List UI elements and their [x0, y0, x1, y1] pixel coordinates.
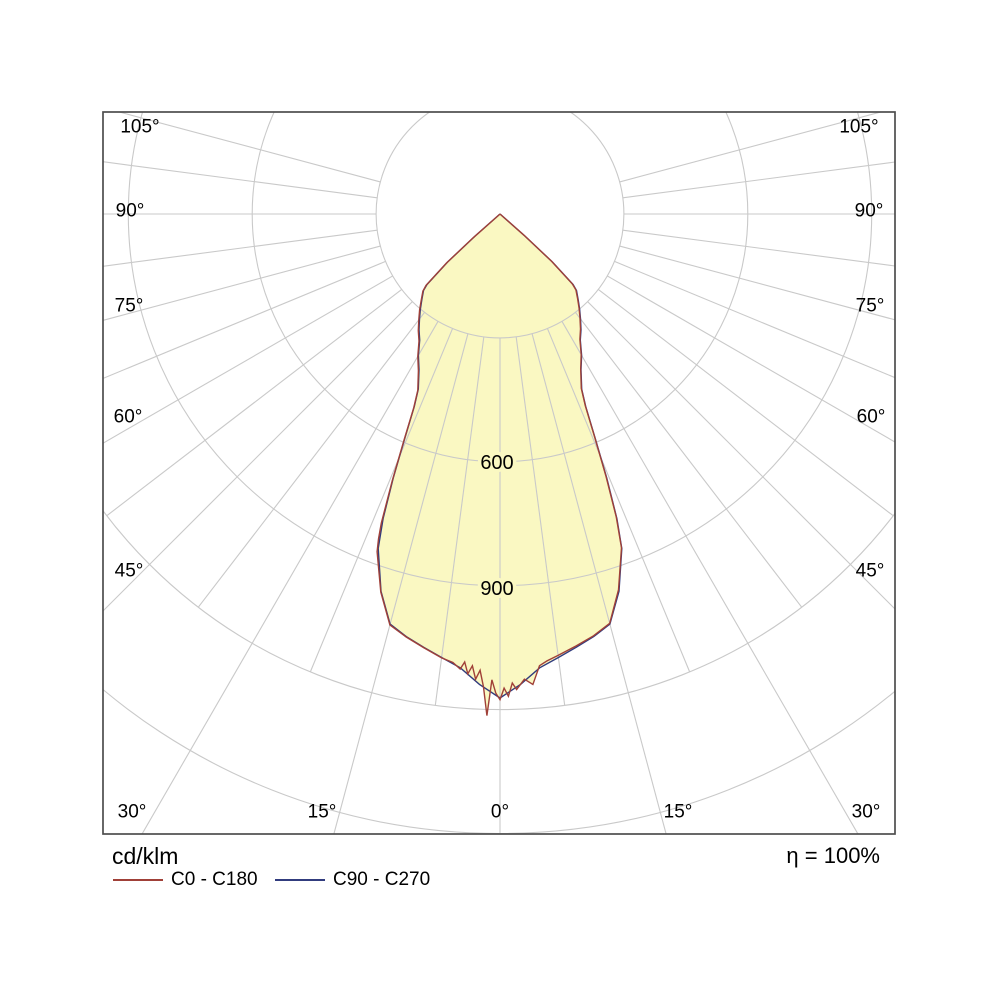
- grid-ray--37.5deg: [197, 311, 426, 608]
- angle-label-30°: 30°: [852, 802, 881, 823]
- angle-label-45°: 45°: [856, 561, 885, 582]
- grid-ray-105deg: [619, 112, 883, 183]
- angle-label-45°: 45°: [115, 561, 144, 582]
- grid-ray-82.5deg: [622, 229, 895, 267]
- grid-ray--15deg: [333, 333, 469, 834]
- grid-ray--30deg: [141, 321, 439, 834]
- radial-value-label-900: 900: [480, 578, 513, 600]
- grid-ray--82.5deg: [103, 229, 378, 267]
- angle-label-30°: 30°: [118, 802, 147, 823]
- grid-ray--60deg: [103, 275, 393, 444]
- unit-label: cd/klm: [112, 843, 179, 869]
- radial-value-label-600: 600: [480, 452, 513, 474]
- grid-ray-7.5deg: [515, 336, 566, 706]
- angle-label-90°: 90°: [855, 201, 884, 222]
- c90-c270-line-swatch: [275, 879, 325, 881]
- curve-C0-C180: [376, 213, 623, 716]
- angle-label-75°: 75°: [115, 296, 144, 317]
- angle-label-105°: 105°: [120, 117, 159, 138]
- grid-ray--52.5deg: [106, 288, 403, 517]
- grid-ray--45deg: [103, 301, 413, 612]
- angle-label-105°: 105°: [839, 117, 878, 138]
- label-layer: 105° 90° 75° 60° 45° 30° 15° 0° 15° 30° 45° 60° 75° 9…: [114, 117, 886, 823]
- grid-ray-45deg: [587, 301, 895, 610]
- angle-label-75°: 75°: [856, 296, 885, 317]
- legend-label-c0-c180: C0 - C180: [171, 869, 258, 890]
- grid-ray--7.5deg: [434, 336, 485, 706]
- c0-c180-line-swatch: [113, 879, 163, 881]
- angle-label-0°: 0°: [491, 802, 509, 823]
- grid-ray--105deg: [117, 112, 381, 183]
- grid-ray-67.5deg: [614, 260, 895, 379]
- legend-item-c0-c180: C0 - C180: [113, 868, 258, 892]
- legend-label-c90-c270: C90 - C270: [333, 869, 431, 890]
- angle-label-15°: 15°: [308, 802, 337, 823]
- angle-label-15°: 15°: [664, 802, 693, 823]
- angle-label-60°: 60°: [114, 407, 143, 428]
- chart-frame: [102, 111, 896, 835]
- grid-ray-30deg: [561, 321, 859, 834]
- grid-ray-52.5deg: [597, 288, 894, 517]
- light-distribution-fill-1: [377, 214, 622, 716]
- grid-ray-22.5deg: [546, 328, 691, 673]
- grid-ray-37.5deg: [574, 311, 803, 608]
- grid-ray-60deg: [607, 275, 895, 443]
- efficiency-label: η = 100%: [786, 843, 880, 868]
- grid-ray-97.5deg: [622, 161, 895, 199]
- grid-ray--22.5deg: [309, 328, 454, 673]
- angle-label-60°: 60°: [857, 407, 886, 428]
- grid-ray-15deg: [531, 333, 667, 834]
- grid-ray--97.5deg: [103, 161, 378, 199]
- curve-layer: [376, 213, 623, 716]
- grid-ray--67.5deg: [103, 260, 386, 380]
- grid-ray--75deg: [103, 245, 381, 321]
- angle-label-90°: 90°: [116, 201, 145, 222]
- grid-ray-75deg: [619, 245, 895, 321]
- legend-item-c90-c270: C90 - C270: [275, 868, 430, 892]
